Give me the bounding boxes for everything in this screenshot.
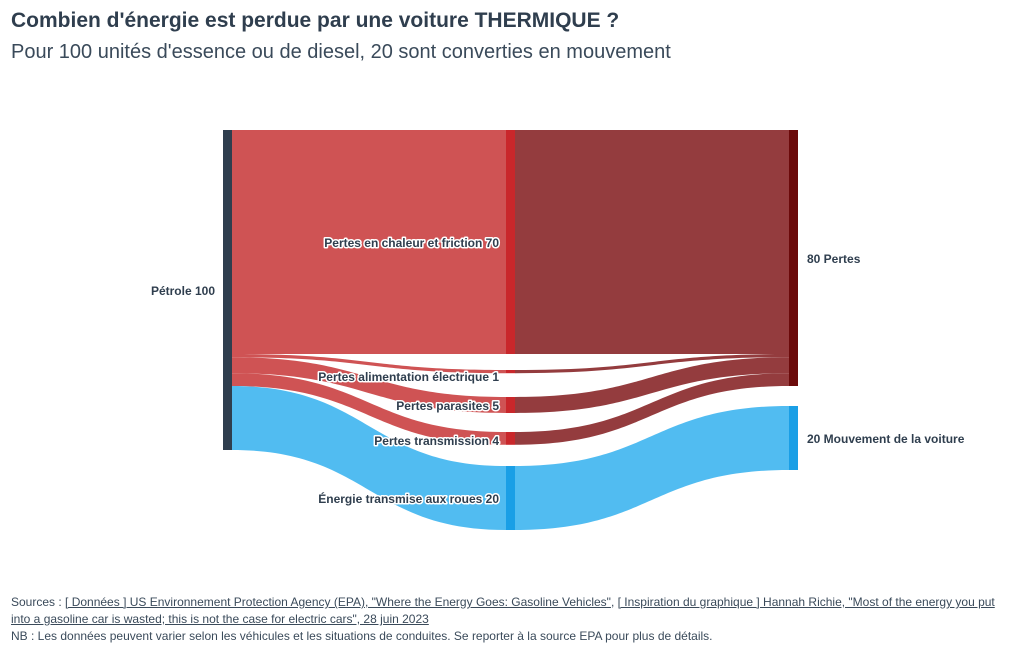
sankey-link-parasites-pertes [515,357,789,413]
sankey-label-pertes: 80 Pertes [807,252,861,266]
sankey-label-roues: Énergie transmise aux roues 20 [318,491,499,506]
sankey-node-alim[interactable] [506,370,515,374]
chart-subtitle: Pour 100 unités d'essence ou de diesel, … [11,41,671,63]
sankey-link-chaleur-pertes [515,130,789,354]
sankey-label-mouvement: 20 Mouvement de la voiture [807,432,965,446]
sankey-link-petrole-parasites [232,357,506,413]
sankey-link-petrole-alim [232,354,506,374]
source-link-epa[interactable]: [ Données ] US Environnement Protection … [65,595,611,609]
sankey-node-chaleur[interactable] [506,130,515,354]
sankey-link-petrole-transmission [232,373,506,445]
sankey-links [232,130,789,530]
sankey-link-roues-mouvement [515,406,789,530]
sources-prefix: Sources : [11,595,66,609]
sources-line: Sources : [ Données ] US Environnement P… [11,594,1001,628]
sankey-node-petrole[interactable] [223,130,232,450]
sankey-label-parasites: Pertes parasites 5 [396,399,499,413]
sankey-label-transmission: Pertes transmission 4 [374,434,499,448]
sankey-node-roues[interactable] [506,466,515,530]
sankey-nodes [223,130,798,530]
sankey-link-transmission-pertes [515,373,789,445]
sankey-node-transmission[interactable] [506,432,515,445]
sankey-link-petrole-roues [232,386,506,530]
source-link-inspiration[interactable]: [ Inspiration du graphique ] Hannah Rich… [11,595,995,626]
chart-title: Combien d'énergie est perdue par une voi… [11,9,620,32]
sankey-link-petrole-chaleur [232,130,506,354]
chart-footer: Sources : [ Données ] US Environnement P… [11,594,1001,645]
sources-separator: , [610,595,618,609]
sankey-node-mouvement[interactable] [789,406,798,470]
sankey-label-chaleur: Pertes en chaleur et friction 70 [324,236,499,250]
sankey-link-alim-pertes [515,354,789,374]
sankey-node-pertes[interactable] [789,130,798,386]
sankey-label-alim: Pertes alimentation électrique 1 [318,370,499,384]
sankey-node-parasites[interactable] [506,397,515,413]
sankey-labels: Pétrole 100 Pertes en chaleur et friction… [151,235,965,508]
footer-note: NB : Les données peuvent varier selon le… [11,629,713,643]
sankey-label-petrole: Pétrole 100 [151,284,215,298]
